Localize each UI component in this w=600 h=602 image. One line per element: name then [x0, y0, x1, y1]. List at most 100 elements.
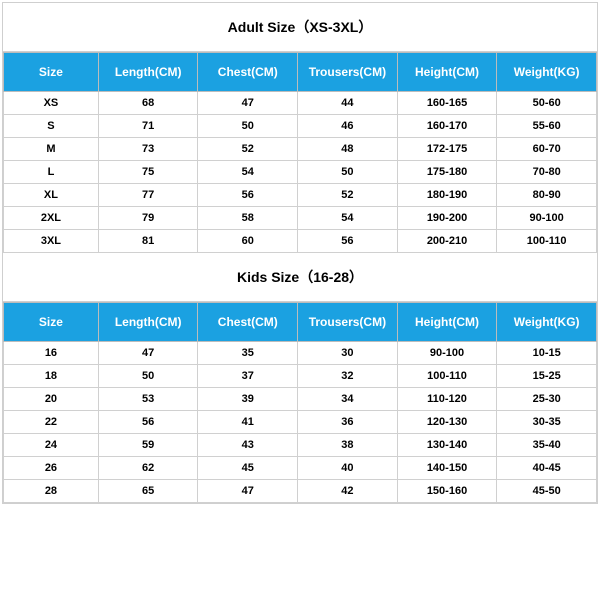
- table-cell: 34: [298, 388, 398, 411]
- table-cell: 35: [198, 342, 298, 365]
- table-cell: 150-160: [397, 480, 497, 503]
- table-cell: 62: [98, 457, 198, 480]
- table-cell: 30-35: [497, 411, 597, 434]
- col-size: Size: [4, 53, 99, 92]
- table-cell: 15-25: [497, 365, 597, 388]
- table-cell: 39: [198, 388, 298, 411]
- table-cell: 37: [198, 365, 298, 388]
- table-cell: 44: [298, 92, 398, 115]
- table-cell: 180-190: [397, 184, 497, 207]
- table-cell: 160-165: [397, 92, 497, 115]
- table-row: XS684744160-16550-60: [4, 92, 597, 115]
- col-length: Length(CM): [98, 53, 198, 92]
- table-cell: 10-15: [497, 342, 597, 365]
- col-height: Height(CM): [397, 303, 497, 342]
- table-cell: XL: [4, 184, 99, 207]
- table-cell: 75: [98, 161, 198, 184]
- table-cell: 79: [98, 207, 198, 230]
- col-size: Size: [4, 303, 99, 342]
- table-cell: 20: [4, 388, 99, 411]
- table-cell: 60: [198, 230, 298, 253]
- col-chest: Chest(CM): [198, 53, 298, 92]
- table-cell: 65: [98, 480, 198, 503]
- table-cell: 3XL: [4, 230, 99, 253]
- table-cell: 73: [98, 138, 198, 161]
- table-cell: 46: [298, 115, 398, 138]
- table-row: M735248172-17560-70: [4, 138, 597, 161]
- table-cell: 30: [298, 342, 398, 365]
- table-cell: S: [4, 115, 99, 138]
- table-cell: 40: [298, 457, 398, 480]
- table-cell: 130-140: [397, 434, 497, 457]
- table-row: 3XL816056200-210100-110: [4, 230, 597, 253]
- table-cell: 56: [298, 230, 398, 253]
- table-cell: 100-110: [397, 365, 497, 388]
- table-cell: 70-80: [497, 161, 597, 184]
- table-cell: 160-170: [397, 115, 497, 138]
- table-row: 1647353090-10010-15: [4, 342, 597, 365]
- col-trousers: Trousers(CM): [298, 303, 398, 342]
- col-weight: Weight(KG): [497, 53, 597, 92]
- table-cell: 50: [198, 115, 298, 138]
- table-row: 26624540140-15040-45: [4, 457, 597, 480]
- table-row: 24594338130-14035-40: [4, 434, 597, 457]
- table-cell: 190-200: [397, 207, 497, 230]
- table-row: 28654742150-16045-50: [4, 480, 597, 503]
- col-length: Length(CM): [98, 303, 198, 342]
- table-cell: 77: [98, 184, 198, 207]
- table-cell: 24: [4, 434, 99, 457]
- col-height: Height(CM): [397, 53, 497, 92]
- table-cell: 53: [98, 388, 198, 411]
- table-cell: 200-210: [397, 230, 497, 253]
- table-cell: 41: [198, 411, 298, 434]
- table-cell: 45-50: [497, 480, 597, 503]
- table-cell: 59: [98, 434, 198, 457]
- col-trousers: Trousers(CM): [298, 53, 398, 92]
- table-row: 18503732100-11015-25: [4, 365, 597, 388]
- table-cell: 50: [98, 365, 198, 388]
- table-row: 22564136120-13030-35: [4, 411, 597, 434]
- adult-header-row: Size Length(CM) Chest(CM) Trousers(CM) H…: [4, 53, 597, 92]
- table-cell: 47: [198, 480, 298, 503]
- table-cell: 60-70: [497, 138, 597, 161]
- table-cell: 38: [298, 434, 398, 457]
- table-cell: 55-60: [497, 115, 597, 138]
- table-cell: 90-100: [497, 207, 597, 230]
- table-cell: 47: [198, 92, 298, 115]
- table-cell: 52: [298, 184, 398, 207]
- table-cell: M: [4, 138, 99, 161]
- table-cell: 56: [198, 184, 298, 207]
- table-cell: 40-45: [497, 457, 597, 480]
- adult-section-title: Adult Size（XS-3XL）: [3, 3, 597, 52]
- table-cell: 45: [198, 457, 298, 480]
- table-cell: 80-90: [497, 184, 597, 207]
- table-row: 2XL795854190-20090-100: [4, 207, 597, 230]
- table-cell: 50-60: [497, 92, 597, 115]
- table-cell: L: [4, 161, 99, 184]
- kids-header-row: Size Length(CM) Chest(CM) Trousers(CM) H…: [4, 303, 597, 342]
- col-chest: Chest(CM): [198, 303, 298, 342]
- table-cell: 120-130: [397, 411, 497, 434]
- table-cell: XS: [4, 92, 99, 115]
- table-cell: 140-150: [397, 457, 497, 480]
- table-cell: 16: [4, 342, 99, 365]
- table-cell: 26: [4, 457, 99, 480]
- table-cell: 22: [4, 411, 99, 434]
- table-cell: 54: [298, 207, 398, 230]
- table-cell: 71: [98, 115, 198, 138]
- col-weight: Weight(KG): [497, 303, 597, 342]
- table-cell: 32: [298, 365, 398, 388]
- table-cell: 36: [298, 411, 398, 434]
- table-cell: 50: [298, 161, 398, 184]
- adult-tbody: XS684744160-16550-60S715046160-17055-60M…: [4, 92, 597, 253]
- table-row: XL775652180-19080-90: [4, 184, 597, 207]
- table-cell: 90-100: [397, 342, 497, 365]
- table-row: L755450175-18070-80: [4, 161, 597, 184]
- table-cell: 25-30: [497, 388, 597, 411]
- table-cell: 52: [198, 138, 298, 161]
- table-cell: 81: [98, 230, 198, 253]
- table-cell: 18: [4, 365, 99, 388]
- table-cell: 56: [98, 411, 198, 434]
- table-cell: 54: [198, 161, 298, 184]
- table-cell: 43: [198, 434, 298, 457]
